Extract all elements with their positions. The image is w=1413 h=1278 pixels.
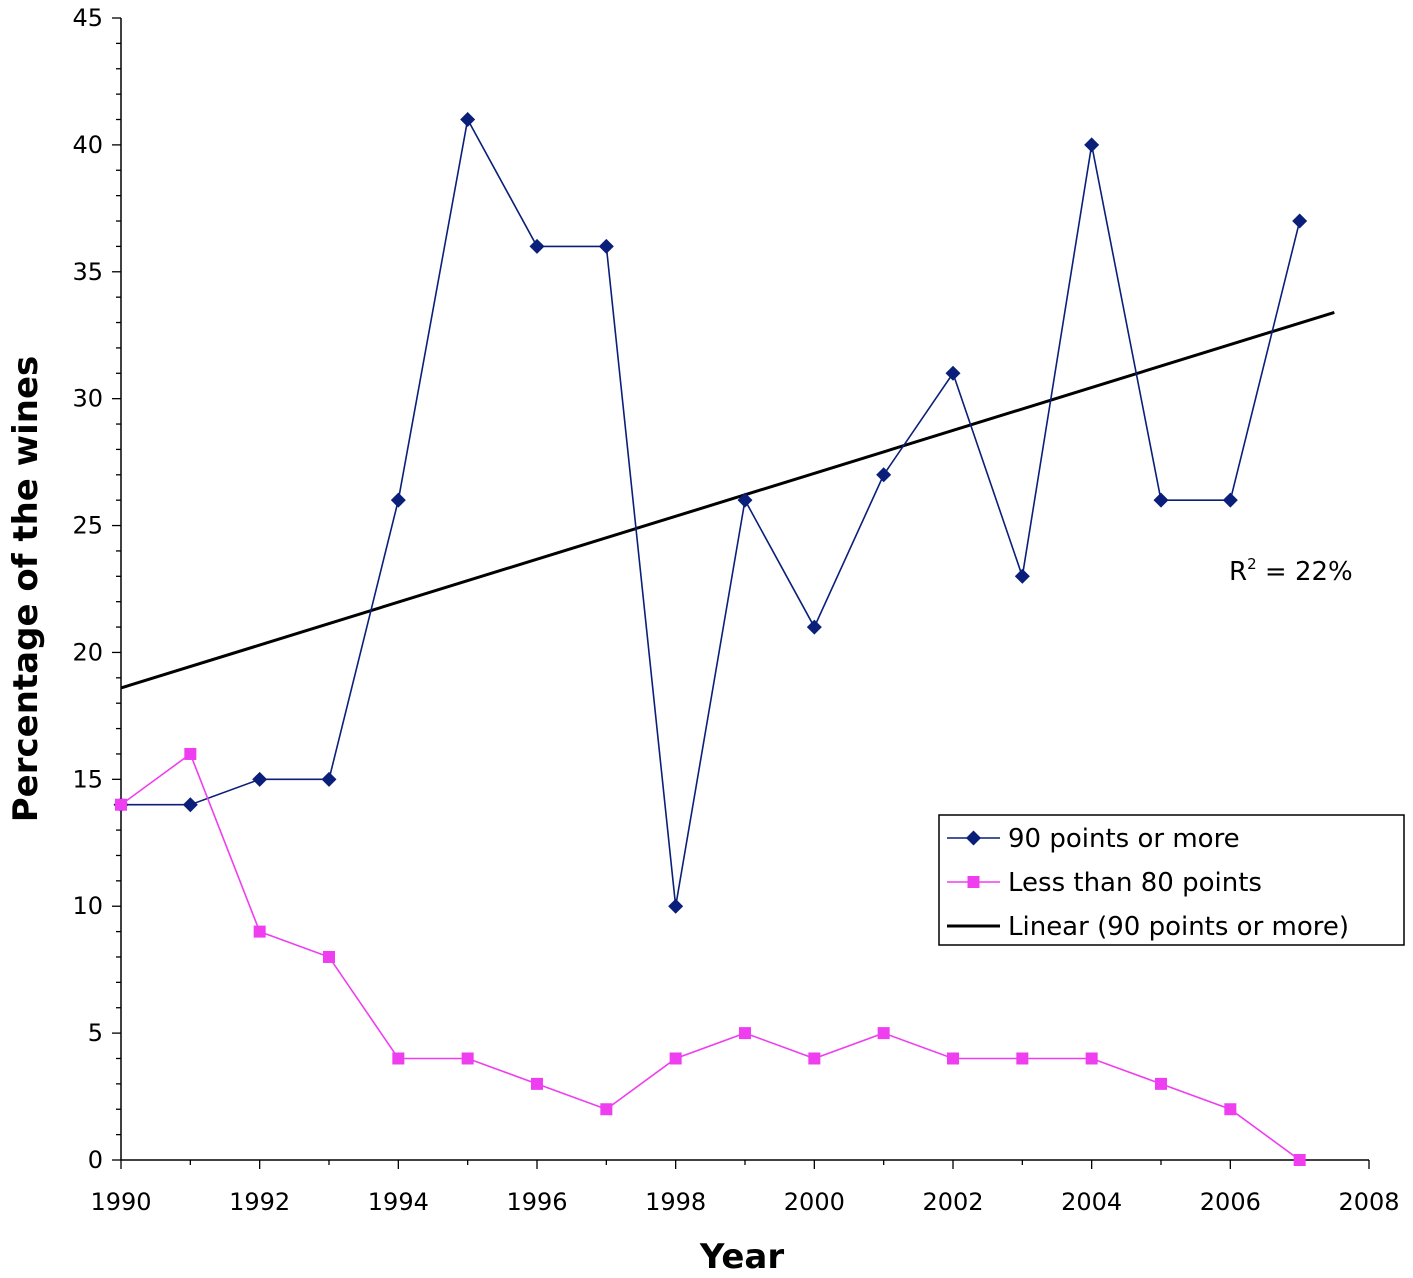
y-axis-title: Percentage of the wines xyxy=(6,356,46,823)
trendline-linear xyxy=(120,310,1335,690)
y-tick-label: 35 xyxy=(72,258,103,286)
y-axis-ticks: 0 5 10 15 20 25 30 35 40 45 xyxy=(72,4,121,1174)
r-squared-sup: 2 xyxy=(1247,555,1257,573)
legend: 90 points or more Less than 80 points Line… xyxy=(938,814,1405,946)
y-tick-label: 30 xyxy=(72,385,103,413)
series-1-point xyxy=(739,1027,751,1040)
legend-box xyxy=(938,814,1405,946)
series-1-point xyxy=(115,798,127,811)
series-1-point xyxy=(1085,1052,1098,1065)
y-tick-label: 15 xyxy=(72,765,103,793)
series-0-point xyxy=(460,112,476,128)
x-tick-label: 2008 xyxy=(1338,1188,1399,1216)
legend-swatch-marker xyxy=(967,876,980,888)
x-tick-label: 2002 xyxy=(922,1188,983,1216)
series-0-point xyxy=(668,898,684,914)
x-tick-label: 1996 xyxy=(506,1188,567,1216)
r-squared-base: R xyxy=(1229,557,1247,587)
x-tick-label: 1994 xyxy=(368,1188,429,1216)
series-0-point xyxy=(1153,492,1169,508)
series-1-point xyxy=(877,1027,890,1040)
series-1-point xyxy=(808,1052,821,1065)
x-tick-label: 1998 xyxy=(645,1188,706,1216)
series-0-point xyxy=(598,238,614,254)
y-tick-label: 40 xyxy=(72,131,103,159)
series-1-point xyxy=(669,1052,682,1065)
series-1-point xyxy=(531,1077,543,1090)
legend-label: Less than 80 points xyxy=(1008,868,1262,898)
series-1-point xyxy=(1224,1103,1237,1116)
x-axis-ticks: 1990 1992 1994 1996 1998 2000 2002 2004 2006 2008 xyxy=(90,1160,1400,1216)
y-tick-label: 45 xyxy=(72,4,103,32)
series-1-point xyxy=(253,925,266,938)
series-0-point xyxy=(945,365,961,381)
series-1-point xyxy=(392,1052,405,1065)
series-0-point xyxy=(876,467,892,483)
series-line-1 xyxy=(120,752,1301,1161)
series-0-point xyxy=(529,238,545,254)
y-tick-label: 5 xyxy=(88,1019,103,1047)
x-tick-label: 2004 xyxy=(1061,1188,1122,1216)
legend-swatch-marker xyxy=(966,830,981,846)
series-0-point xyxy=(321,771,337,787)
series-0-point xyxy=(806,619,822,635)
y-tick-label: 10 xyxy=(72,892,103,920)
series-line-0 xyxy=(121,117,1301,907)
series-0-point xyxy=(1292,213,1308,229)
series-0-point xyxy=(252,771,268,787)
legend-label: Linear (90 points or more) xyxy=(1008,912,1349,942)
x-tick-label: 1992 xyxy=(229,1188,290,1216)
x-tick-label: 2006 xyxy=(1200,1188,1261,1216)
x-tick-label: 1990 xyxy=(90,1188,151,1216)
series-1-point xyxy=(1155,1077,1167,1090)
series-0-point xyxy=(737,492,753,508)
series-1-point xyxy=(1016,1052,1029,1065)
x-tick-label: 2000 xyxy=(784,1188,845,1216)
series-1-point xyxy=(600,1103,613,1116)
series-0-point xyxy=(1014,568,1030,584)
series-0-point xyxy=(182,797,198,813)
y-tick-label: 0 xyxy=(88,1146,103,1174)
series-0-point xyxy=(1084,137,1100,153)
y-tick-label: 20 xyxy=(72,638,103,666)
series-1-point xyxy=(184,747,197,760)
series-1-point xyxy=(1293,1154,1306,1166)
r-squared-rest: = 22% xyxy=(1257,557,1353,587)
series-layer xyxy=(113,112,1308,1166)
r-squared-annotation: R2 = 22% xyxy=(1229,555,1353,587)
trendline-layer xyxy=(120,310,1335,690)
series-1-point xyxy=(323,950,335,963)
y-tick-label: 25 xyxy=(72,512,103,540)
series-1-point xyxy=(461,1052,474,1065)
x-axis-title: Year xyxy=(699,1237,785,1277)
legend-entries: 90 points or more Less than 80 points Line… xyxy=(947,824,1349,942)
series-1-point xyxy=(947,1052,959,1065)
legend-label: 90 points or more xyxy=(1008,824,1240,854)
series-0-point xyxy=(390,492,406,508)
series-0-point xyxy=(1222,492,1238,508)
